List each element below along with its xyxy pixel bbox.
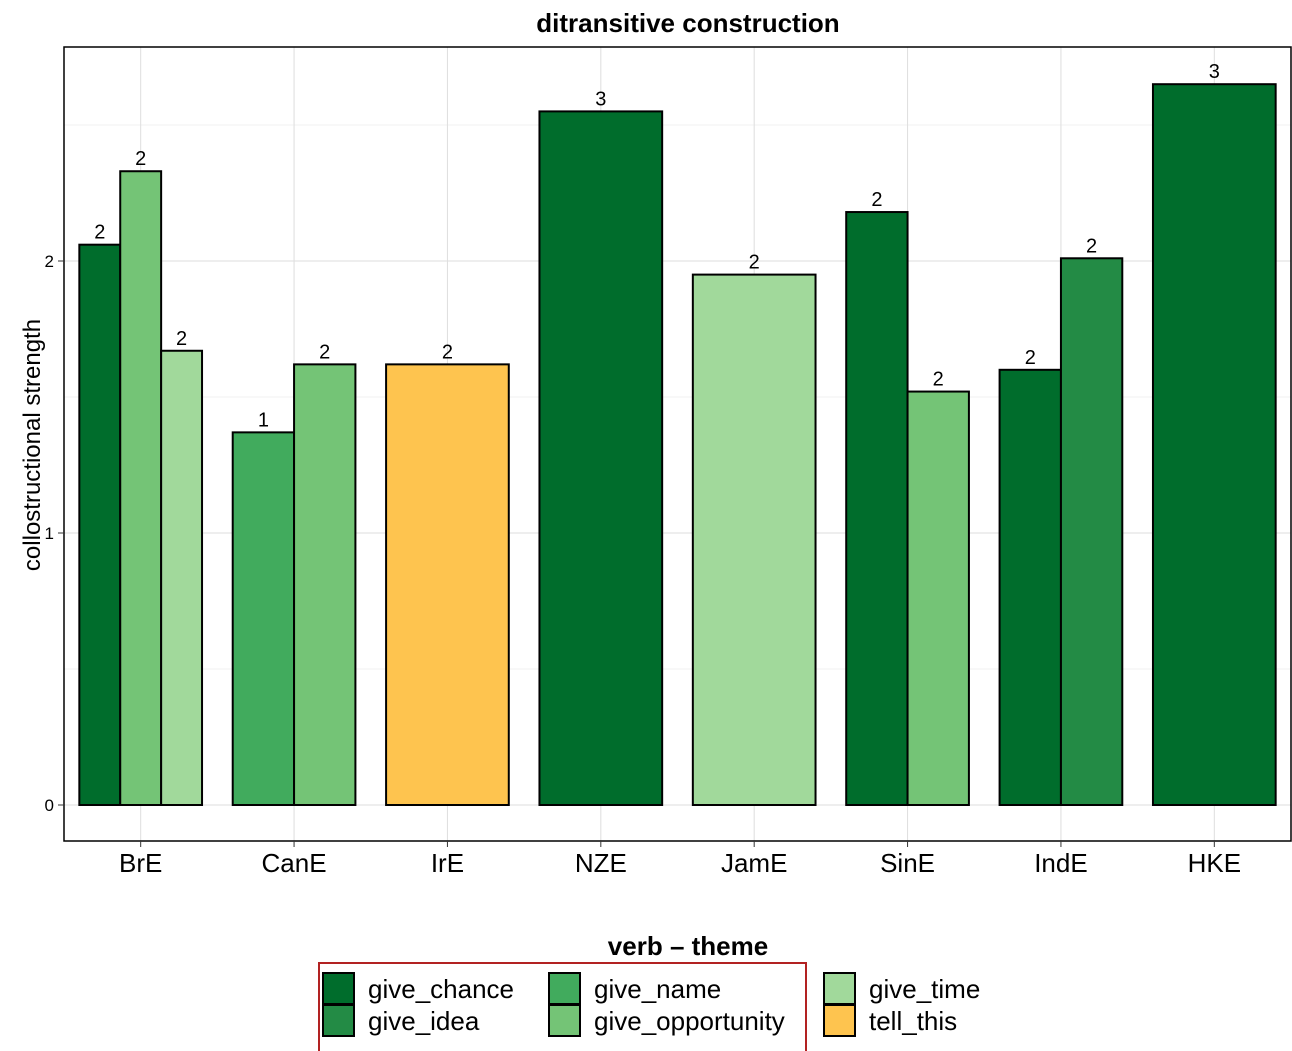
y-tick-label: 2 [45,252,54,271]
bar [538,110,664,806]
bar [1151,83,1277,806]
bar [1059,257,1124,806]
bar-data-label: 2 [442,341,453,363]
legend-swatch [548,972,581,1005]
plot-panel-border [63,46,1292,842]
legend-label: give_time [869,974,980,1004]
bar [998,368,1062,806]
bar-data-label: 2 [1086,235,1097,257]
legend-label: give_chance [368,974,514,1004]
bar [691,273,817,807]
bar [906,390,970,806]
legend-swatch [823,1004,856,1037]
legend-swatch [322,1004,355,1037]
bar-data-label: 2 [871,189,882,211]
bar-data-label: 2 [135,148,146,170]
legend-box [318,962,807,1051]
legend-swatch [322,972,355,1005]
legend-label: give_name [594,974,721,1004]
bar [845,211,909,807]
bar-data-label: 2 [176,328,187,350]
chart-title: ditransitive construction [536,8,839,38]
bars [78,83,1277,807]
bar-data-label: 2 [319,341,330,363]
x-tick-label: JamE [721,848,787,878]
x-tick-label: IrE [431,848,464,878]
bar-data-label: 2 [749,252,760,274]
bar [160,349,204,806]
bar [78,243,122,806]
legend-label: give_idea [368,1006,480,1036]
bar [119,170,163,807]
x-tick-label: BrE [119,848,162,878]
x-tick-label: HKE [1188,848,1241,878]
bar-data-label: 2 [94,222,105,244]
x-axis: BrE CanE IrE NZE JamE SinE IndE HKE [119,841,1241,878]
y-axis-label: collostructional strength [19,319,46,571]
legend-title: verb – theme [608,931,768,961]
y-tick-label: 1 [45,524,54,543]
bar-data-label: 2 [933,369,944,391]
x-tick-label: SinE [880,848,935,878]
bar-data-label: 3 [595,88,606,110]
bar-data-label: 1 [258,409,269,431]
y-axis: 0 1 2 [45,252,64,815]
bar [293,363,357,806]
legend-swatch [548,1004,581,1037]
x-tick-label: NZE [575,848,627,878]
bar [385,363,510,806]
bar-data-label: 3 [1209,61,1220,83]
legend-label: give_opportunity [594,1006,785,1036]
bar [231,431,296,806]
y-tick-label: 0 [45,796,54,815]
bar-data-label: 2 [1025,347,1036,369]
legend-label: tell_this [869,1006,957,1036]
x-tick-label: IndE [1034,848,1088,878]
legend-swatch [823,972,856,1005]
x-tick-label: CanE [262,848,327,878]
bar-labels: 2 2 2 1 2 2 3 2 2 2 2 2 3 [94,61,1220,431]
